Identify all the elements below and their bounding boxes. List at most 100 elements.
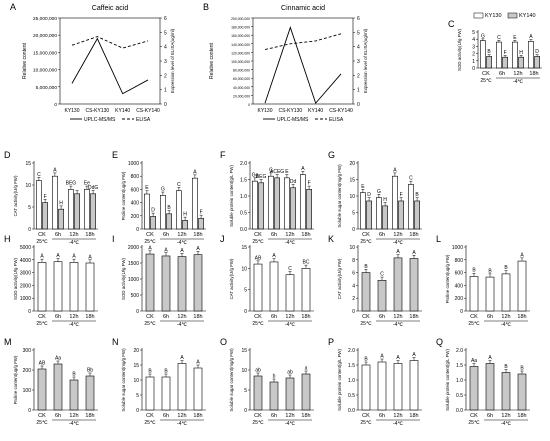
y-tick-label: 15 xyxy=(349,178,355,184)
significance-letter: A xyxy=(301,166,305,172)
significance-letter: A xyxy=(396,355,400,361)
y-tick-label: 500 xyxy=(131,293,140,299)
bar xyxy=(479,40,486,69)
x-tick-label: CK xyxy=(470,314,478,320)
condition-label: 25℃ xyxy=(252,420,264,426)
x-tick-label: 6h xyxy=(271,314,277,320)
x-tick-label: CK xyxy=(38,314,46,320)
y-tick-label: 10 xyxy=(241,266,247,272)
bar xyxy=(258,182,264,230)
bar xyxy=(361,272,371,312)
bar xyxy=(274,177,280,230)
legend-swatch xyxy=(507,12,518,19)
x-tick-label: CK xyxy=(38,413,46,419)
bar xyxy=(407,184,414,230)
bar xyxy=(192,177,198,230)
y-tick-label: 2.0 xyxy=(348,348,355,354)
bar xyxy=(359,192,366,230)
bar xyxy=(58,208,64,230)
x-tick-label: 18h xyxy=(85,413,94,419)
y-tick-label: 5,000,000 xyxy=(36,85,58,91)
significance-letter: A xyxy=(412,352,416,358)
panel-letter: I xyxy=(112,234,115,244)
significance-letter: Dd xyxy=(290,179,297,185)
bar xyxy=(409,360,419,411)
bar xyxy=(299,174,306,230)
condition-label: 25℃ xyxy=(144,420,156,426)
bar xyxy=(53,261,63,312)
x-tick-label: 6h xyxy=(163,413,169,419)
x-tick-label: 18h xyxy=(301,413,310,419)
y2-tick-label: 5 xyxy=(164,30,167,36)
bar xyxy=(150,216,156,230)
y2-tick-label: 4 xyxy=(164,45,167,51)
y-tick-label: 10 xyxy=(349,245,355,251)
y-tick-label: 0 xyxy=(136,408,139,414)
bar xyxy=(486,56,492,69)
significance-letter: B xyxy=(504,364,508,370)
y-tick-label: 5 xyxy=(352,211,355,217)
significance-letter: B xyxy=(364,264,368,270)
significance-letter: A xyxy=(396,249,400,255)
bar xyxy=(469,276,479,312)
x-tick-label: KY140 xyxy=(115,108,130,114)
y-tick-label: 10 xyxy=(349,194,355,200)
y-tick-label: 1000 xyxy=(128,277,139,283)
significance-letter: A xyxy=(148,245,152,251)
significance-letter: AB xyxy=(255,255,262,261)
bar xyxy=(51,175,58,230)
bar xyxy=(301,268,311,312)
significance-letter: A xyxy=(40,254,44,260)
y-tick-label: 180,000,000 xyxy=(231,26,250,30)
panel-letter: J xyxy=(220,234,225,244)
significance-letter: H xyxy=(183,212,187,218)
panel-letter: A xyxy=(10,2,16,12)
bar xyxy=(198,218,204,230)
y-tick-label: 1000 xyxy=(452,245,463,251)
y-tick-label: 2000 xyxy=(128,245,139,251)
condition-label: -4℃ xyxy=(393,240,403,246)
significance-letter: B xyxy=(72,372,76,378)
significance-letter: F xyxy=(308,181,311,187)
y-tick-label: 6 xyxy=(352,271,355,277)
bar xyxy=(37,262,47,312)
significance-letter: E xyxy=(361,184,365,190)
x-tick-label: 6h xyxy=(271,232,277,238)
condition-label: 25℃ xyxy=(468,420,480,426)
y-tick-label: 5 xyxy=(244,288,247,294)
significance-letter: B xyxy=(148,369,152,375)
y-tick-label: 0.5 xyxy=(240,211,247,217)
y-tick-label: 100 xyxy=(23,388,32,394)
y-tick-label: 1.0 xyxy=(240,194,247,200)
y2-tick-label: 6 xyxy=(357,16,360,22)
condition-label: 25℃ xyxy=(36,239,48,245)
y-tick-label: 25,000,000 xyxy=(33,16,57,22)
x-tick-label: 12h xyxy=(69,314,78,320)
bar xyxy=(145,253,155,312)
x-tick-label: CK xyxy=(146,413,154,419)
y2-axis-label: Expression level of ELISA(ug/ml) xyxy=(363,28,368,93)
condition-label: -4℃ xyxy=(69,322,79,328)
y-tick-label: 5000 xyxy=(20,245,31,251)
y-tick-label: 1.0 xyxy=(456,378,463,384)
condition-label: 25℃ xyxy=(480,78,492,84)
y2-tick-label: 3 xyxy=(357,59,360,65)
y-tick-label: 140,000,000 xyxy=(231,43,250,47)
significance-letter: A xyxy=(272,253,276,259)
x-tick-label: 18h xyxy=(529,71,538,77)
y-tick-label: 10,000,000 xyxy=(33,68,57,74)
legend-label: KY130 xyxy=(485,13,502,19)
y-tick-label: 1.0 xyxy=(348,378,355,384)
y-tick-label: 0 xyxy=(136,227,139,233)
bar xyxy=(398,200,404,230)
bar xyxy=(391,175,398,230)
y-tick-label: 0.5 xyxy=(348,393,355,399)
y-axis-label: Soluble sugar content(mg/g FW) xyxy=(229,348,234,412)
y2-tick-label: 0 xyxy=(357,102,360,108)
y-tick-label: 0 xyxy=(460,309,463,315)
y-tick-label: 2 xyxy=(472,52,475,58)
significance-letter: A xyxy=(164,247,168,253)
significance-letter: BEG xyxy=(66,181,77,187)
significance-letter: E xyxy=(513,35,517,41)
significance-letter: H xyxy=(519,50,523,56)
